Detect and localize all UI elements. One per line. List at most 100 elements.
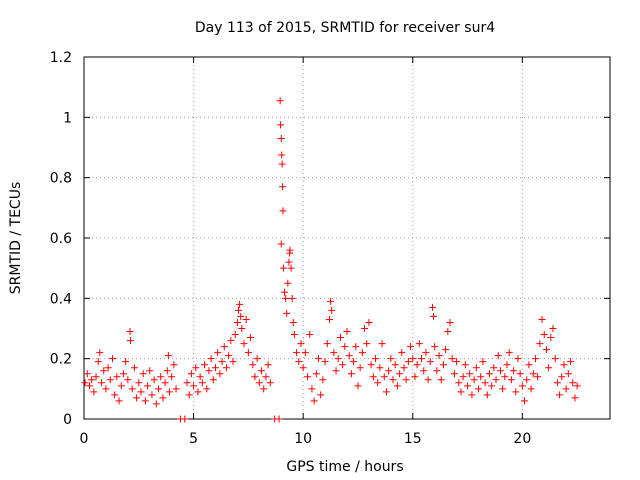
data-point [201, 361, 209, 369]
data-point [148, 391, 156, 399]
data-point [542, 346, 550, 354]
data-point [327, 297, 335, 305]
data-point [205, 367, 213, 375]
data-point [501, 373, 509, 381]
data-point [152, 400, 160, 408]
data-point [398, 349, 406, 357]
data-point [275, 415, 283, 423]
y-tick-label: 0.8 [50, 171, 72, 187]
data-point [281, 288, 289, 296]
data-point [350, 358, 358, 366]
data-point [98, 379, 106, 387]
data-point [371, 355, 379, 363]
data-point [146, 367, 154, 375]
data-point [385, 367, 393, 375]
data-point [354, 382, 362, 390]
data-point [459, 373, 467, 381]
data-point [187, 370, 195, 378]
data-point [483, 391, 491, 399]
data-point [523, 376, 531, 384]
data-point [108, 355, 116, 363]
data-point [521, 397, 529, 405]
data-point [104, 364, 112, 372]
data-point [485, 370, 493, 378]
data-point [255, 379, 263, 387]
data-point [545, 364, 553, 372]
data-point [527, 385, 535, 393]
data-point [356, 364, 364, 372]
data-point [492, 376, 500, 384]
data-point [306, 331, 314, 339]
data-point [126, 337, 134, 345]
data-point [413, 361, 421, 369]
data-point [277, 121, 285, 129]
data-point [144, 382, 152, 390]
data-point [402, 376, 410, 384]
data-point [293, 349, 301, 357]
data-point [409, 355, 417, 363]
data-point [310, 397, 318, 405]
data-point [88, 376, 96, 384]
axis-ticks: 0 5 10 15 20 0 0.2 0.4 0.6 0.8 1 1.2 [50, 50, 610, 447]
data-point [455, 379, 463, 387]
data-point [341, 343, 349, 351]
data-point [435, 352, 443, 360]
data-point [190, 382, 198, 390]
data-point [488, 382, 496, 390]
y-tick-label: 1.2 [50, 50, 72, 66]
data-point [237, 312, 245, 320]
data-point [319, 376, 327, 384]
data-point [490, 364, 498, 372]
data-point [323, 340, 331, 348]
data-point [242, 315, 250, 323]
data-point [229, 358, 237, 366]
data-point [560, 361, 568, 369]
data-point [277, 134, 285, 142]
data-point [279, 183, 287, 191]
data-point [547, 334, 555, 342]
data-point [518, 382, 526, 390]
data-point [225, 352, 233, 360]
data-point [439, 361, 447, 369]
data-point [113, 373, 121, 381]
data-point [312, 370, 320, 378]
data-point [558, 373, 566, 381]
data-point [330, 349, 338, 357]
data-point [328, 306, 336, 314]
data-point [431, 343, 439, 351]
data-points [81, 97, 581, 423]
data-point [100, 367, 108, 375]
data-point [411, 373, 419, 381]
data-point [266, 379, 274, 387]
data-point [279, 264, 287, 272]
data-point [297, 340, 305, 348]
data-point [407, 343, 415, 351]
data-point [198, 379, 206, 387]
data-point [106, 376, 114, 384]
data-point [457, 388, 465, 396]
data-point [376, 364, 384, 372]
data-point [339, 361, 347, 369]
data-point [442, 346, 450, 354]
x-tick-label: 5 [189, 431, 198, 447]
data-point [556, 391, 564, 399]
data-point [262, 373, 270, 381]
data-point [164, 352, 172, 360]
data-point [453, 358, 461, 366]
data-point [102, 385, 110, 393]
data-point [276, 97, 284, 105]
data-point [290, 331, 298, 339]
data-point [363, 340, 371, 348]
data-point [525, 361, 533, 369]
data-point [507, 376, 515, 384]
data-point [380, 373, 388, 381]
data-point [529, 370, 537, 378]
data-point [150, 376, 158, 384]
data-point [283, 309, 291, 317]
data-point [278, 151, 286, 159]
data-point [278, 160, 286, 168]
data-point [573, 382, 581, 390]
data-point [367, 361, 375, 369]
data-point [343, 328, 351, 336]
